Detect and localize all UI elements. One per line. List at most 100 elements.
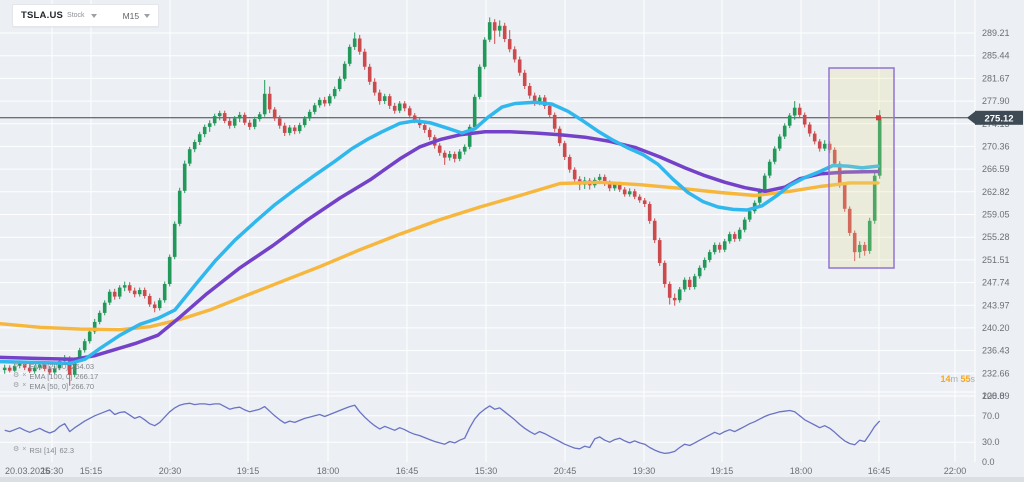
candle-body bbox=[107, 291, 112, 303]
settings-icon[interactable]: ⚙ bbox=[13, 372, 20, 379]
candle-body bbox=[487, 22, 492, 40]
close-icon[interactable]: × bbox=[22, 382, 27, 389]
time-tick-label: 18:00 bbox=[790, 466, 813, 476]
candle-body bbox=[212, 116, 217, 124]
rsi-tick-label: 70.0 bbox=[982, 411, 1000, 421]
candle-body bbox=[722, 241, 727, 250]
candle-body bbox=[437, 145, 442, 153]
last-price-badge-label: 275.12 bbox=[984, 113, 1013, 124]
timeframe-selector[interactable]: M15 bbox=[123, 11, 151, 21]
ema-legend-row: ⚙ × EMA [50, 0] 266.70 bbox=[13, 381, 98, 391]
candle-body bbox=[757, 190, 762, 203]
close-icon[interactable]: × bbox=[22, 372, 27, 379]
candle-body bbox=[257, 114, 262, 120]
rsi-value: 62.3 bbox=[59, 445, 75, 455]
rsi-tick-label: 100.0 bbox=[982, 391, 1005, 401]
candle-body bbox=[112, 291, 117, 297]
candle-body bbox=[132, 290, 137, 295]
instrument-type-label: Stock bbox=[67, 12, 85, 19]
price-tick-label: 277.90 bbox=[982, 96, 1010, 106]
candle-body bbox=[372, 81, 377, 93]
candle-body bbox=[657, 240, 662, 263]
price-tick-label: 251.51 bbox=[982, 255, 1010, 265]
candle-body bbox=[767, 161, 772, 176]
candle-body bbox=[857, 244, 862, 253]
close-icon[interactable]: × bbox=[22, 446, 27, 453]
candle-body bbox=[32, 367, 37, 372]
candle-body bbox=[122, 285, 127, 288]
candle-body bbox=[612, 184, 617, 189]
highlight-selection-box[interactable] bbox=[828, 67, 895, 269]
candle-body bbox=[242, 114, 247, 123]
candle-body bbox=[292, 127, 297, 132]
candle-body bbox=[527, 86, 532, 96]
price-tick-label: 236.43 bbox=[982, 346, 1010, 356]
settings-icon[interactable]: ⚙ bbox=[13, 362, 20, 369]
candle-body bbox=[792, 107, 797, 116]
candle-body bbox=[247, 122, 252, 127]
rsi-tick-label: 0.0 bbox=[982, 457, 995, 467]
price-tick-label: 289.21 bbox=[982, 28, 1010, 38]
settings-icon[interactable]: ⚙ bbox=[13, 446, 20, 453]
candle-body bbox=[507, 39, 512, 50]
candle-body bbox=[152, 304, 157, 309]
candle-body bbox=[272, 109, 277, 119]
candle-body bbox=[457, 151, 462, 159]
indicator-legend: ⚙ × EMA [20, 0] 264.03 ⚙ × EMA [100, 0] … bbox=[13, 361, 98, 391]
candle-body bbox=[72, 359, 77, 375]
candle-body bbox=[47, 368, 52, 373]
candle-body bbox=[347, 46, 352, 64]
close-icon[interactable]: × bbox=[22, 362, 27, 369]
price-tick-label: 255.28 bbox=[982, 232, 1010, 242]
candle-body bbox=[782, 125, 787, 137]
candle-body bbox=[697, 267, 702, 277]
candle-body bbox=[497, 25, 502, 31]
candle-body bbox=[877, 117, 882, 176]
candle-body bbox=[617, 184, 622, 190]
candle-body bbox=[637, 196, 642, 201]
candle-body bbox=[427, 129, 432, 138]
candle-body bbox=[707, 252, 712, 260]
candle-body bbox=[217, 113, 222, 117]
candle-body bbox=[807, 124, 812, 134]
price-tick-label: 240.20 bbox=[982, 323, 1010, 333]
candle-body bbox=[852, 232, 857, 253]
candle-body bbox=[162, 284, 167, 301]
candle-countdown-timer: 14m 55s bbox=[940, 374, 975, 384]
price-tick-label: 228.89 bbox=[982, 391, 1010, 401]
time-tick-label: 19:15 bbox=[237, 466, 260, 476]
candle-body bbox=[737, 229, 742, 239]
candle-body bbox=[562, 143, 567, 157]
candle-body bbox=[182, 163, 187, 191]
candle-body bbox=[662, 262, 667, 284]
candle-body bbox=[452, 154, 457, 159]
candle-body bbox=[42, 364, 47, 369]
candle-body bbox=[632, 191, 637, 197]
price-tick-label: 270.36 bbox=[982, 141, 1010, 151]
countdown-minutes-unit: m bbox=[950, 374, 958, 384]
symbol-selector[interactable]: TSLA.US Stock bbox=[21, 10, 97, 21]
ema-legend-row: ⚙ × EMA [100, 0] 266.17 bbox=[13, 371, 98, 381]
candle-body bbox=[202, 126, 207, 135]
ema-fast-cyan bbox=[0, 100, 880, 366]
candle-body bbox=[207, 123, 212, 127]
candle-body bbox=[677, 289, 682, 301]
settings-icon[interactable]: ⚙ bbox=[13, 382, 20, 389]
candle-body bbox=[492, 22, 497, 31]
candle-body bbox=[177, 190, 182, 224]
candle-body bbox=[642, 200, 647, 204]
candle-body bbox=[307, 111, 312, 119]
candle-body bbox=[647, 204, 652, 221]
time-tick-label: 19:30 bbox=[633, 466, 656, 476]
candle-body bbox=[667, 284, 672, 298]
candle-body bbox=[842, 184, 847, 209]
candle-body bbox=[672, 297, 677, 301]
candle-body bbox=[267, 93, 272, 110]
candle-body bbox=[17, 363, 22, 366]
candle-body bbox=[237, 114, 242, 119]
candle-body bbox=[27, 367, 32, 372]
date-label: 20.03.2025 bbox=[5, 466, 50, 476]
candle-body bbox=[772, 148, 777, 162]
